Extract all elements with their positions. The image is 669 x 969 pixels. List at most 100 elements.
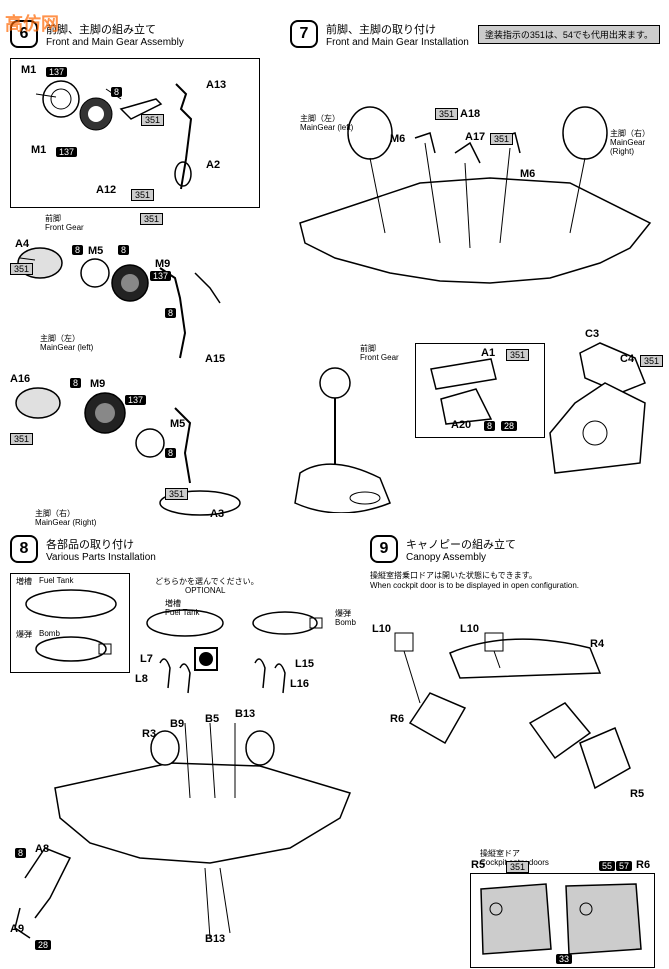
lbl-M6b: M6 bbox=[520, 168, 535, 180]
step8-header: 8 各部品の取り付け Various Parts Installation bbox=[10, 535, 360, 563]
tag-137b: 137 bbox=[56, 147, 77, 157]
lbl-main-right-en: MainGear (Right) bbox=[35, 518, 96, 527]
section-7: 7 前脚、主脚の取り付け Front and Main Gear Install… bbox=[290, 20, 660, 523]
lbl-C3: C3 bbox=[585, 328, 599, 340]
tag9-33: 33 bbox=[556, 954, 572, 964]
tag-351f: 351 bbox=[165, 488, 188, 500]
lbl-A4: A4 bbox=[15, 238, 29, 250]
step7-box-doors: A1 351 A20 8 28 bbox=[415, 343, 545, 438]
lbl-M9a: M9 bbox=[155, 258, 170, 270]
step7-title-en: Front and Main Gear Installation bbox=[326, 37, 469, 48]
lbl-front-gear-en: Front Gear bbox=[45, 223, 84, 232]
lbl-L8: L8 bbox=[135, 673, 148, 685]
lbl-B13b: B13 bbox=[205, 933, 225, 945]
step9-note-jp: 操縦室搭乗口ドアは開いた状態にもできます。 bbox=[370, 570, 537, 581]
tag-8f: 8 bbox=[165, 448, 176, 458]
tag7-351b: 351 bbox=[490, 133, 513, 145]
step9-diagram: L10 L10 R4 R6 R5 操縦室ドア Cockpit entry doo… bbox=[370, 593, 660, 953]
tag-351a: 351 bbox=[141, 114, 164, 126]
lbl-A13: A13 bbox=[206, 79, 226, 91]
lbl-A15: A15 bbox=[205, 353, 225, 365]
lbl-M1a: M1 bbox=[21, 64, 36, 76]
lbl-R5b: R5 bbox=[471, 859, 485, 871]
tag-351b: 351 bbox=[131, 189, 154, 201]
lbl-L16: L16 bbox=[290, 678, 309, 690]
step6-diagram: M1 137 8 M1 137 A13 351 A2 A12 351 前脚 Fr… bbox=[10, 53, 270, 523]
lbl7-front-gear-en: Front Gear bbox=[360, 353, 399, 362]
step7-title-jp: 前脚、主脚の取り付け bbox=[326, 21, 469, 37]
lbl-B5: B5 bbox=[205, 713, 219, 725]
lbl-M1b: M1 bbox=[31, 144, 46, 156]
lbl-B13a: B13 bbox=[235, 708, 255, 720]
step9-note-en: When cockpit door is to be displayed in … bbox=[370, 581, 579, 590]
step6-title-en: Front and Main Gear Assembly bbox=[46, 37, 184, 48]
step8-ref-svg bbox=[11, 574, 131, 674]
watermark: 高仿网 bbox=[5, 10, 59, 36]
step8-diagram: 増槽 Fuel Tank 爆弾 Bomb どちらかを選んでください。 OPTIO… bbox=[10, 568, 360, 948]
lbl-L10a: L10 bbox=[372, 623, 391, 635]
step6-title-jp: 前脚、主脚の組み立て bbox=[46, 21, 184, 37]
tag9-55: 55 bbox=[599, 861, 615, 871]
lbl7-main-left-en: MainGear (left) bbox=[300, 123, 353, 132]
lbl-fuel2-en: Fuel Tank bbox=[165, 608, 200, 617]
lbl-main-left-en: MainGear (left) bbox=[40, 343, 93, 352]
tag8-8a: 8 bbox=[15, 848, 26, 858]
tag-137d: 137 bbox=[125, 395, 146, 405]
lbl7-main-right-en: MainGear (Right) bbox=[610, 138, 660, 156]
lbl-L7: L7 bbox=[140, 653, 153, 665]
lbl-bomb-en: Bomb bbox=[39, 629, 60, 638]
step8-number: 8 bbox=[10, 535, 38, 563]
lbl-A12: A12 bbox=[96, 184, 116, 196]
tag7-8a: 8 bbox=[484, 421, 495, 431]
tag-8d: 8 bbox=[165, 308, 176, 318]
step8-ref-box: 増槽 Fuel Tank 爆弾 Bomb bbox=[10, 573, 130, 673]
section-8: 8 各部品の取り付け Various Parts Installation 増槽… bbox=[10, 535, 360, 948]
lbl-R5a: R5 bbox=[630, 788, 644, 800]
tag-137a: 137 bbox=[46, 67, 67, 77]
section-6: 6 前脚、主脚の組み立て Front and Main Gear Assembl… bbox=[10, 20, 270, 523]
step9-title-jp: キャノピーの組み立て bbox=[406, 536, 516, 552]
tag-8a: 8 bbox=[111, 87, 122, 97]
lbl-A8: A8 bbox=[35, 843, 49, 855]
step6-svg2 bbox=[10, 238, 270, 378]
lbl-A20: A20 bbox=[451, 419, 471, 431]
tag7-351d: 351 bbox=[640, 355, 663, 367]
lbl-A2: A2 bbox=[206, 159, 220, 171]
lbl-R4: R4 bbox=[590, 638, 604, 650]
lbl-M5b: M5 bbox=[170, 418, 185, 430]
tag-351e: 351 bbox=[10, 433, 33, 445]
lbl-R6a: R6 bbox=[390, 713, 404, 725]
tag-8b: 8 bbox=[72, 245, 83, 255]
section-9: 9 キャノピーの組み立て Canopy Assembly 操縦室搭乗口ドアは開い… bbox=[370, 535, 660, 953]
lbl-A3: A3 bbox=[210, 508, 224, 520]
lbl-A17: A17 bbox=[465, 131, 485, 143]
lbl-M5a: M5 bbox=[88, 245, 103, 257]
lbl-A16: A16 bbox=[10, 373, 30, 385]
step9-canopy bbox=[370, 623, 660, 843]
lbl-A9: A9 bbox=[10, 923, 24, 935]
step9-number: 9 bbox=[370, 535, 398, 563]
lbl-C4: C4 bbox=[620, 353, 634, 365]
tag-351d: 351 bbox=[10, 263, 33, 275]
lbl-L10b: L10 bbox=[460, 623, 479, 635]
tag-8c: 8 bbox=[118, 245, 129, 255]
tag8-28: 28 bbox=[35, 940, 51, 950]
step6-box1: M1 137 8 M1 137 A13 351 A2 A12 351 bbox=[10, 58, 260, 208]
lbl-optional-en: OPTIONAL bbox=[185, 586, 225, 595]
step8-title-en: Various Parts Installation bbox=[46, 552, 156, 563]
tag7-28: 28 bbox=[501, 421, 517, 431]
tag-351c: 351 bbox=[140, 213, 163, 225]
step7-header: 7 前脚、主脚の取り付け Front and Main Gear Install… bbox=[290, 20, 660, 48]
step9-title-en: Canopy Assembly bbox=[406, 552, 516, 563]
lbl-L15: L15 bbox=[295, 658, 314, 670]
step7-number: 7 bbox=[290, 20, 318, 48]
lbl-bomb-jp: 爆弾 bbox=[16, 629, 32, 640]
tag7-351c: 351 bbox=[506, 349, 529, 361]
lbl-fuel-jp: 増槽 bbox=[16, 576, 32, 587]
step8-title-jp: 各部品の取り付け bbox=[46, 536, 156, 552]
tag9-351: 351 bbox=[506, 861, 529, 873]
lbl-fuel-en: Fuel Tank bbox=[39, 576, 74, 585]
step7-diagram: 主脚（左） MainGear (left) M6 351 A18 A17 351… bbox=[290, 53, 660, 523]
step8-main-svg bbox=[10, 718, 360, 948]
lbl-A1: A1 bbox=[481, 347, 495, 359]
